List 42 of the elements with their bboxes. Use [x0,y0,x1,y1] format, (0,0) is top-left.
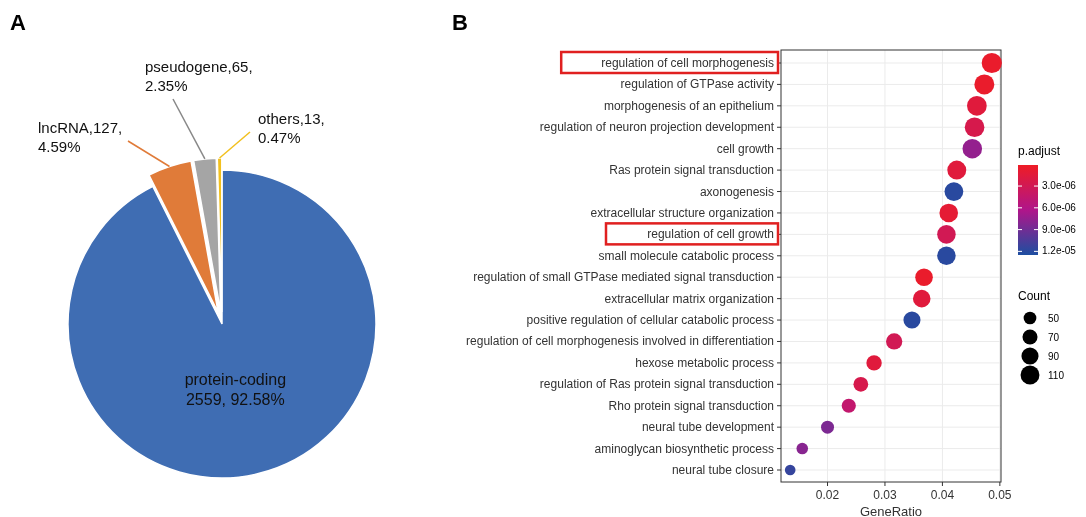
slice-label: pseudogene,65, 2.35% [145,58,253,94]
y-tick-label: Rho protein signal transduction [608,398,774,413]
y-tick-label: regulation of neuron projection development [539,120,775,135]
legend-title: Count [1018,289,1051,303]
y-tick-label: regulation of GTPase activity [620,77,774,92]
slice-label: lncRNA,127, 4.59% [38,119,123,155]
chart-title: A [10,10,26,35]
y-tick-label: regulation of cell growth [647,227,774,242]
color-bar-label: 9.0e-06 [1042,223,1077,235]
color-bar-label: 3.0e-06 [1042,180,1077,192]
y-tick-label: axonogenesis [699,184,774,199]
color-bar-label: 1.2e-05 [1042,245,1077,257]
y-tick-label: morphogenesis of an epithelium [603,98,774,113]
x-axis-title: GeneRatio [859,504,923,517]
y-tick-label: neural tube development [641,420,775,435]
slice-label: others,13, 0.47% [258,110,325,146]
x-tick-label: 0.03 [873,488,897,502]
y-tick-label: regulation of small GTPase mediated signal transduction [473,270,774,285]
y-tick-label: small molecule catabolic process [598,248,774,263]
color-bar-title: p.adjust [1018,144,1061,158]
x-tick-label: 0.02 [815,488,840,502]
data-label: 2559, 92.58% [185,391,285,409]
color-bar-label: 6.0e-06 [1042,201,1077,213]
slice-label: protein-coding [184,371,287,389]
y-tick-label: extracellular structure organization [590,205,774,220]
legend-label: 110 [1048,370,1065,381]
y-tick-label: extracellular matrix organization [604,291,774,306]
x-tick-label: 0.04 [930,488,955,502]
y-tick-label: cell growth [716,141,774,156]
legend-label: 70 [1048,332,1060,343]
legend-label: 90 [1048,351,1060,362]
y-tick-label: regulation of Ras protein signal transduction [539,377,774,392]
legend-label: 50 [1048,313,1060,324]
y-tick-label: neural tube closure [671,463,775,477]
y-tick-label: regulation of cell morphogenesis involved in differentiation [466,334,774,349]
y-tick-label: aminoglycan biosynthetic process [594,441,774,456]
x-tick-label: 0.05 [988,488,1012,502]
text: B [452,10,468,35]
y-tick-label: Ras protein signal transduction [609,163,774,178]
y-tick-label: positive regulation of cellular catabolic process [526,313,774,328]
y-tick-label: regulation of cell morphogenesis [601,56,774,70]
y-tick-label: hexose metabolic process [635,355,774,370]
